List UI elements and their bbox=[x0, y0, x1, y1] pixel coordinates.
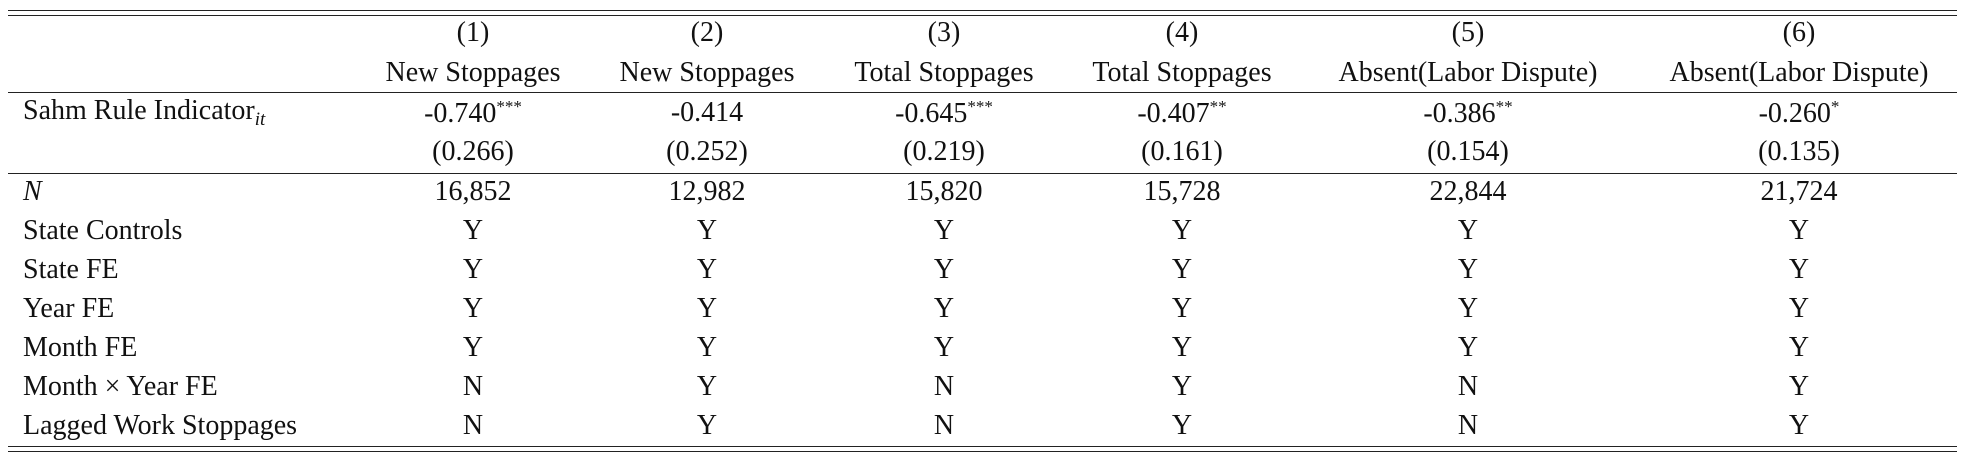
row-label: Month × Year FE bbox=[23, 371, 218, 402]
coefficient: -0.386** bbox=[1423, 98, 1512, 128]
coefficient: -0.260* bbox=[1759, 98, 1840, 128]
cell-value: Y bbox=[1171, 332, 1193, 363]
column-number: (5) bbox=[1451, 17, 1485, 48]
label-subscript: it bbox=[254, 109, 266, 130]
cell-value: 12,982 bbox=[668, 176, 746, 207]
coefficient: -0.414 bbox=[671, 99, 743, 127]
coefficient-value: -0.260 bbox=[1758, 98, 1831, 129]
cell-value: N bbox=[933, 410, 955, 441]
column-name: Absent(Labor Dispute) bbox=[1338, 57, 1598, 88]
cell-value: 15,820 bbox=[905, 176, 983, 207]
cell-value: N bbox=[933, 371, 955, 402]
cell-value: Y bbox=[1171, 215, 1193, 246]
cell-value: Y bbox=[696, 254, 718, 285]
label-text: Sahm Rule Indicator bbox=[23, 95, 255, 126]
cell-value: Y bbox=[462, 293, 484, 324]
column-number: (1) bbox=[456, 17, 490, 48]
column-name: Total Stoppages bbox=[1092, 57, 1272, 88]
top-rule bbox=[8, 15, 1957, 16]
cell-value: Y bbox=[1457, 215, 1479, 246]
coefficient-value: -0.414 bbox=[670, 97, 744, 128]
row-label: Lagged Work Stoppages bbox=[23, 410, 298, 441]
standard-error: (0.161) bbox=[1141, 136, 1223, 167]
cell-value: N bbox=[462, 410, 484, 441]
column-number: (6) bbox=[1782, 17, 1816, 48]
bottom-rule bbox=[8, 446, 1957, 447]
column-name: Total Stoppages bbox=[854, 57, 1034, 88]
cell-value: N bbox=[1457, 371, 1479, 402]
cell-value: Y bbox=[696, 371, 718, 402]
standard-error: (0.219) bbox=[903, 136, 985, 167]
mid-rule bbox=[8, 92, 1957, 93]
coefficient-value: -0.740 bbox=[424, 98, 497, 129]
cell-value: Y bbox=[696, 293, 718, 324]
cell-value: N bbox=[462, 371, 484, 402]
column-number: (2) bbox=[690, 17, 724, 48]
mid-rule bbox=[8, 173, 1957, 174]
cell-value: N bbox=[1457, 410, 1479, 441]
cell-value: 22,844 bbox=[1429, 176, 1507, 207]
cell-value: Y bbox=[933, 293, 955, 324]
standard-error: (0.154) bbox=[1427, 136, 1509, 167]
standard-error: (0.266) bbox=[432, 136, 514, 167]
significance-stars: *** bbox=[496, 97, 522, 116]
cell-value: 15,728 bbox=[1143, 176, 1221, 207]
cell-value: Y bbox=[1788, 332, 1810, 363]
row-label: N bbox=[23, 176, 42, 207]
column-name: New Stoppages bbox=[619, 57, 795, 88]
top-rule bbox=[8, 10, 1957, 11]
column-name: Absent(Labor Dispute) bbox=[1669, 57, 1929, 88]
cell-value: Y bbox=[1457, 254, 1479, 285]
cell-value: Y bbox=[462, 332, 484, 363]
row-label: Month FE bbox=[23, 332, 138, 363]
cell-value: Y bbox=[1171, 410, 1193, 441]
row-label: State Controls bbox=[23, 215, 183, 246]
standard-error: (0.252) bbox=[666, 136, 748, 167]
cell-value: Y bbox=[1457, 332, 1479, 363]
cell-value: 21,724 bbox=[1760, 176, 1838, 207]
column-number: (4) bbox=[1165, 17, 1199, 48]
cell-value: Y bbox=[933, 254, 955, 285]
coefficient: -0.645*** bbox=[895, 98, 993, 128]
significance-stars: * bbox=[1830, 97, 1840, 116]
standard-error: (0.135) bbox=[1758, 136, 1840, 167]
coefficient: -0.407** bbox=[1137, 98, 1226, 128]
significance-stars: *** bbox=[967, 97, 993, 116]
coefficient: -0.740*** bbox=[424, 98, 522, 128]
cell-value: Y bbox=[462, 215, 484, 246]
cell-value: Y bbox=[1171, 371, 1193, 402]
coefficient-value: -0.386 bbox=[1423, 98, 1496, 129]
coefficient-value: -0.645 bbox=[895, 98, 968, 129]
cell-value: 16,852 bbox=[434, 176, 512, 207]
significance-stars: ** bbox=[1495, 97, 1513, 116]
cell-value: Y bbox=[1788, 410, 1810, 441]
cell-value: Y bbox=[1788, 215, 1810, 246]
cell-value: Y bbox=[1788, 293, 1810, 324]
cell-value: Y bbox=[462, 254, 484, 285]
row-label: Year FE bbox=[23, 293, 115, 324]
cell-value: Y bbox=[1788, 371, 1810, 402]
column-number: (3) bbox=[927, 17, 961, 48]
cell-value: Y bbox=[696, 332, 718, 363]
cell-value: Y bbox=[933, 215, 955, 246]
cell-value: Y bbox=[1171, 254, 1193, 285]
bottom-rule bbox=[8, 451, 1957, 452]
cell-value: Y bbox=[933, 332, 955, 363]
cell-value: Y bbox=[1457, 293, 1479, 324]
cell-value: Y bbox=[696, 215, 718, 246]
row-label: Sahm Rule Indicatorit bbox=[23, 95, 266, 130]
row-label: State FE bbox=[23, 254, 119, 285]
coefficient-value: -0.407 bbox=[1137, 98, 1210, 129]
column-name: New Stoppages bbox=[385, 57, 561, 88]
significance-stars: ** bbox=[1209, 97, 1227, 116]
cell-value: Y bbox=[1171, 293, 1193, 324]
cell-value: Y bbox=[1788, 254, 1810, 285]
cell-value: Y bbox=[696, 410, 718, 441]
